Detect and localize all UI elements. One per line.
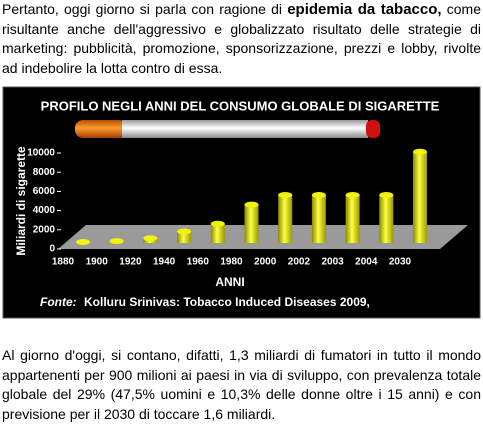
- x-tick-label: 1900: [86, 257, 109, 268]
- closing-paragraph: Al giorno d'oggi, si contano, difatti, 1…: [2, 347, 481, 422]
- x-axis-title: ANNI: [215, 275, 244, 289]
- cigarette-illustration: [75, 120, 380, 138]
- bar: [244, 204, 259, 243]
- intro-paragraph: Pertanto, oggi giorno si parla con ragio…: [2, 0, 481, 78]
- y-axis-title: Miliardi di sigarette: [14, 146, 28, 256]
- y-tick-label: 2000: [33, 224, 56, 235]
- y-tick-label: 8000: [33, 167, 56, 178]
- x-tick-label: 1980: [220, 257, 243, 268]
- y-tick-label: 4000: [33, 205, 56, 216]
- x-tick-label: 1960: [187, 257, 210, 268]
- intro-text: come risultante anche dell'aggressivo e …: [2, 1, 481, 76]
- bar-top: [109, 238, 124, 245]
- y-tick-label: 0: [49, 244, 55, 255]
- y-tick-label: 10000: [27, 148, 55, 159]
- bar-top: [143, 235, 158, 242]
- source-label: Fonte:: [40, 295, 77, 309]
- bar: [210, 223, 225, 243]
- x-tick-label: 2000: [254, 257, 277, 268]
- x-tick-label: 2004: [355, 257, 378, 268]
- bar: [379, 195, 394, 243]
- chart-title: PROFILO NEGLI ANNI DEL CONSUMO GLOBALE D…: [41, 98, 440, 113]
- bar-top: [76, 239, 90, 246]
- bar-top: [311, 192, 326, 198]
- bar-top: [345, 192, 360, 198]
- bar: [278, 195, 293, 243]
- bar-top: [210, 220, 225, 227]
- bar: [345, 195, 360, 243]
- intro-emphasis: epidemia da tabacco,: [287, 1, 442, 18]
- bar-top: [379, 192, 394, 198]
- chart-floor: [58, 225, 468, 249]
- x-tick-label: 2030: [389, 257, 412, 268]
- bar: [311, 195, 326, 243]
- intro-text: Pertanto, oggi giorno si parla con ragio…: [2, 1, 288, 17]
- x-tick-label: 1880: [52, 257, 75, 268]
- bar-top: [244, 201, 259, 208]
- chart: PROFILO NEGLI ANNI DEL CONSUMO GLOBALE D…: [2, 86, 481, 319]
- source-text: Kolluru Srinivas: Tobacco Induced Diseas…: [84, 295, 370, 309]
- bar-top: [177, 228, 192, 235]
- x-tick-label: 1940: [153, 257, 176, 268]
- bar: [413, 151, 427, 243]
- x-tick-label: 2002: [288, 257, 311, 268]
- bar: [177, 231, 192, 243]
- bar-top: [278, 192, 293, 198]
- x-tick-label: 1920: [119, 257, 142, 268]
- bar-top: [413, 148, 427, 155]
- x-tick-label: 2003: [321, 257, 344, 268]
- y-tick-label: 6000: [33, 186, 56, 197]
